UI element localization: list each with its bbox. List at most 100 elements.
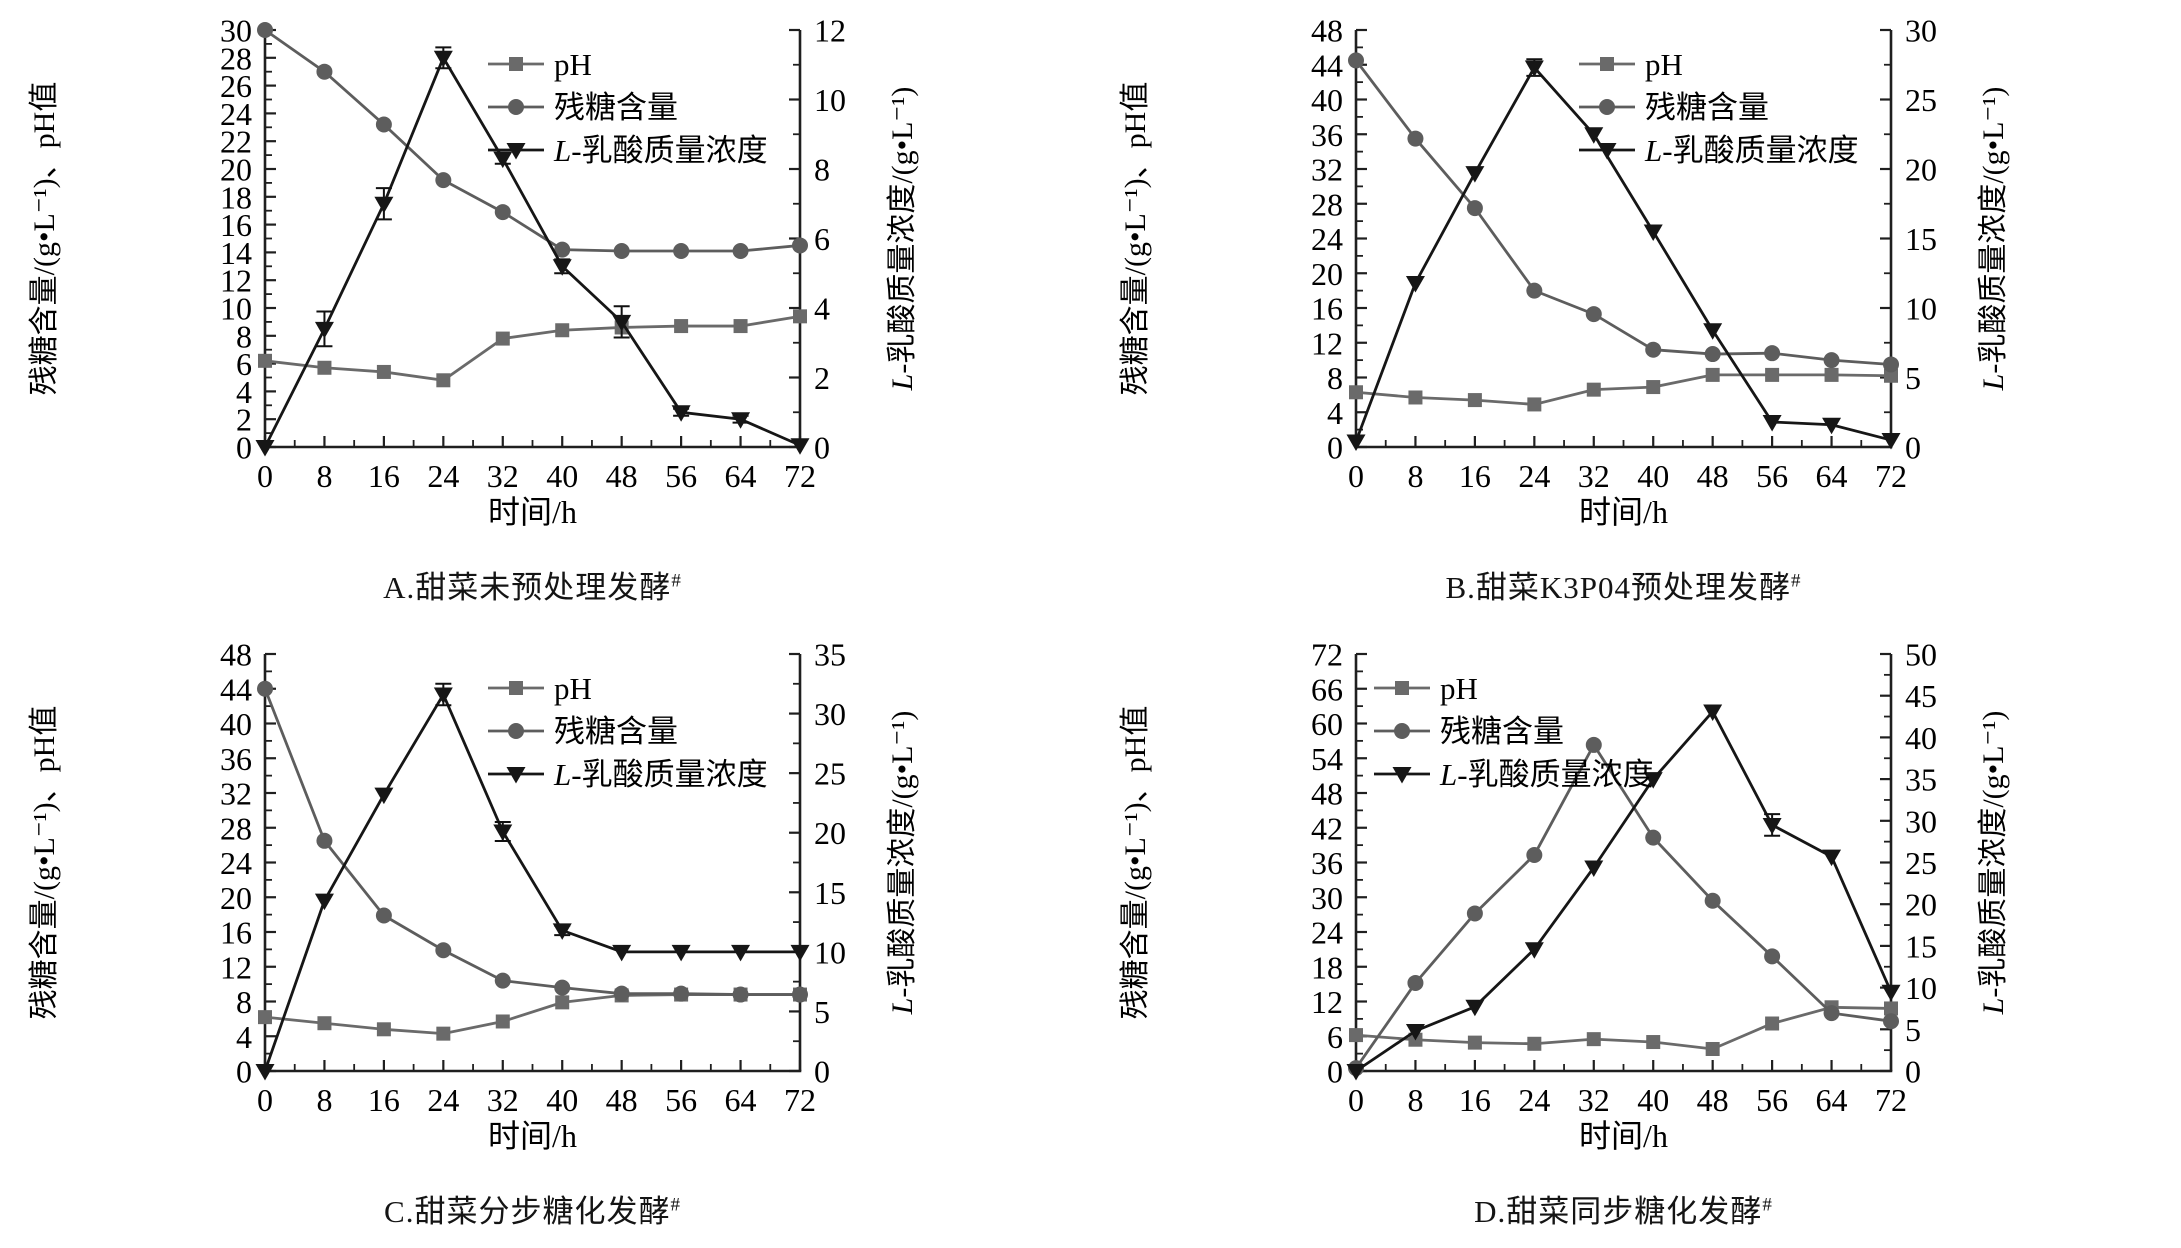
- x-axis-title: 时间/h: [488, 1118, 577, 1154]
- series-lactic: [255, 682, 810, 1081]
- x-tick-label: 0: [257, 458, 273, 494]
- x-tick-label: 0: [1348, 458, 1364, 494]
- left-tick-label: 48: [1311, 13, 1343, 49]
- circle-marker: [1466, 200, 1483, 217]
- left-tick-label: 54: [1311, 741, 1343, 777]
- left-tick-label: 0: [1327, 1054, 1343, 1090]
- caption-text: D.甜菜同步糖化发酵: [1474, 1194, 1763, 1229]
- left-tick-label: 20: [220, 880, 252, 916]
- left-tick-label: 8: [236, 318, 252, 354]
- triangle-down-marker: [1584, 860, 1604, 878]
- series-line: [264, 314, 801, 382]
- square-marker: [1408, 390, 1423, 405]
- left-tick-label: 20: [220, 152, 252, 188]
- series-line: [263, 691, 800, 1072]
- triangle-down-marker: [374, 787, 394, 805]
- series-line: [263, 688, 800, 996]
- circle-marker: [1394, 723, 1410, 739]
- left-tick-label: 8: [236, 984, 252, 1020]
- caption-superscript: #: [1791, 570, 1802, 592]
- circle-marker: [554, 979, 571, 996]
- triangle-down-marker: [255, 1064, 275, 1081]
- left-tick-label: 30: [1311, 880, 1343, 916]
- circle-marker: [1599, 99, 1615, 115]
- series-sugar: [1348, 736, 1899, 1077]
- caption-superscript: #: [670, 1194, 681, 1216]
- triangle-down-marker: [493, 151, 513, 169]
- left-tick-label: 44: [1311, 47, 1343, 83]
- left-tick-label: 16: [220, 207, 252, 243]
- right-tick-label: 8: [814, 152, 830, 188]
- left-tick-label: 12: [220, 263, 252, 299]
- square-marker: [317, 360, 332, 375]
- left-tick-label: 24: [1311, 221, 1343, 257]
- right-tick-label: 10: [1905, 291, 1937, 327]
- left-axis-title: 残糖含量/(g•L⁻¹)、pH值: [28, 706, 61, 1020]
- left-tick-label: 24: [1311, 915, 1343, 951]
- x-tick-label: 40: [1637, 458, 1669, 494]
- circle-marker: [613, 985, 630, 1002]
- x-tick-label: 8: [1407, 1082, 1423, 1118]
- square-marker: [495, 1014, 510, 1029]
- caption-superscript: #: [1762, 1194, 1773, 1216]
- left-tick-label: 6: [1327, 1019, 1343, 1055]
- square-marker: [1884, 1001, 1898, 1016]
- x-tick-label: 64: [1816, 458, 1848, 494]
- legend-label: L-乳酸质量浓度: [553, 757, 768, 792]
- circle-marker: [257, 22, 273, 38]
- series-sugar: [1348, 52, 1899, 373]
- circle-marker: [494, 972, 511, 989]
- right-tick-label: 0: [1905, 430, 1921, 466]
- triangle-down-marker: [1643, 772, 1663, 789]
- plot-area: 0612182430364248546066720510152025303540…: [1119, 637, 2010, 1154]
- x-tick-label: 32: [1578, 458, 1610, 494]
- square-marker: [1349, 1028, 1363, 1043]
- triangle-down-marker: [1465, 999, 1485, 1017]
- left-tick-label: 6: [236, 346, 252, 382]
- series-sugar: [257, 22, 808, 260]
- series-line: [1355, 1005, 1892, 1051]
- x-tick-label: 8: [316, 458, 332, 494]
- square-marker: [1824, 367, 1839, 382]
- left-tick-label: 32: [1311, 152, 1343, 188]
- triangle-down-marker: [314, 321, 334, 339]
- x-tick-label: 64: [725, 1082, 757, 1118]
- series-line: [1355, 373, 1892, 406]
- circle-marker: [613, 243, 630, 260]
- right-tick-label: 10: [1905, 970, 1937, 1006]
- x-tick-label: 32: [487, 1082, 519, 1118]
- series-line: [1354, 742, 1892, 1069]
- square-marker: [317, 1016, 332, 1031]
- series-line: [1354, 65, 1892, 442]
- right-axis-title: L-乳酸质量浓度/(g•L⁻¹): [1977, 87, 2010, 392]
- square-marker: [436, 1026, 451, 1041]
- circle-marker: [316, 832, 333, 849]
- left-tick-label: 2: [236, 402, 252, 438]
- square-marker: [555, 323, 570, 338]
- right-tick-label: 45: [1905, 678, 1937, 714]
- x-tick-label: 72: [784, 1082, 816, 1118]
- square-marker: [733, 319, 748, 334]
- x-tick-label: 24: [1518, 458, 1550, 494]
- series-line: [1355, 709, 1893, 1073]
- triangle-down-marker: [790, 438, 810, 455]
- circle-marker: [732, 243, 749, 260]
- x-tick-label: 48: [606, 458, 638, 494]
- right-tick-label: 15: [1905, 221, 1937, 257]
- left-axis-title: 残糖含量/(g•L⁻¹)、pH值: [1119, 82, 1152, 396]
- left-tick-label: 36: [1311, 845, 1343, 881]
- triangle-down-marker: [1346, 434, 1366, 451]
- legend-label: 残糖含量: [554, 714, 678, 749]
- left-tick-label: 18: [1311, 949, 1343, 985]
- right-tick-label: 0: [814, 430, 830, 466]
- legend: pH 残糖含量 L-乳酸质量浓度: [488, 47, 768, 168]
- series-lactic: [1346, 58, 1901, 451]
- circle-marker: [1764, 948, 1781, 965]
- legend-label: 残糖含量: [554, 90, 678, 125]
- left-tick-label: 24: [220, 96, 252, 132]
- left-axis-title: 残糖含量/(g•L⁻¹)、pH值: [28, 82, 61, 396]
- x-tick-label: 56: [1756, 1082, 1788, 1118]
